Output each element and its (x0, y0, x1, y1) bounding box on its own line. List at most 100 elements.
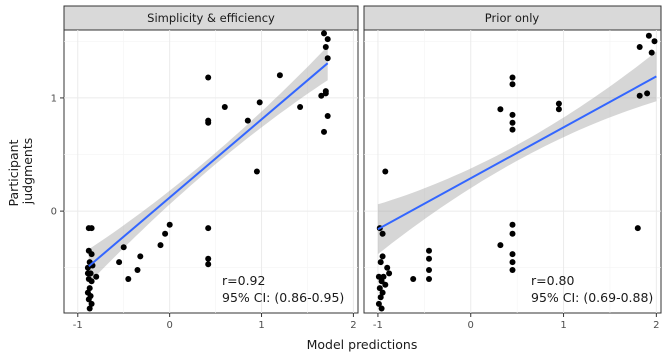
data-point (382, 168, 389, 175)
y-axis-title-line-2: judgments (20, 138, 35, 205)
x-tick-label: 1 (560, 320, 566, 331)
data-point (85, 296, 92, 303)
data-point (321, 30, 327, 37)
data-point (88, 278, 95, 285)
annotation-ci-simplicity-efficiency: 95% CI: (0.86-0.95) (222, 290, 344, 305)
x-ticks-prior-only: -1 0 1 2 (373, 313, 660, 331)
data-point (636, 44, 643, 50)
data-point (86, 305, 93, 312)
x-tick-label: 2 (653, 320, 659, 331)
regression-line (88, 62, 329, 268)
data-point (162, 230, 169, 237)
data-point (379, 230, 386, 237)
data-point (651, 38, 658, 45)
data-point (324, 55, 331, 62)
data-point (377, 294, 384, 301)
data-point (645, 32, 652, 39)
y-axis-title: Participant judgments (6, 136, 35, 207)
data-point (509, 251, 516, 258)
data-point (509, 126, 516, 133)
y-tick-label: 1 (51, 93, 57, 104)
data-point (380, 273, 387, 280)
data-point (509, 111, 516, 118)
data-point (322, 88, 329, 95)
svg-text:Participant judgments: Participant judgments (6, 136, 35, 207)
data-point (253, 168, 260, 175)
x-tick-label: -1 (73, 320, 83, 331)
data-point (324, 36, 331, 43)
data-point (88, 300, 95, 307)
data-point (221, 104, 228, 110)
data-point (157, 242, 164, 249)
annotation-ci-prior-only: 95% CI: (0.69-0.88) (531, 290, 653, 305)
data-point (276, 72, 283, 79)
data-point (205, 74, 212, 81)
data-point (410, 276, 417, 282)
data-point (555, 100, 562, 107)
data-point (205, 261, 212, 268)
annotation-r-simplicity-efficiency: r=0.92 (222, 273, 265, 288)
y-tick-label: 0 (51, 207, 57, 218)
regression-line (377, 75, 657, 231)
data-point (426, 255, 432, 262)
data-point (386, 270, 393, 277)
panel-simplicity-efficiency: Simplicity & efficiency r=0.92 95% CI: (… (63, 5, 359, 331)
data-point (297, 104, 304, 110)
x-tick-label: 1 (258, 320, 264, 331)
data-point (134, 267, 141, 273)
data-point (426, 267, 432, 273)
data-point (379, 253, 386, 260)
x-tick-label: 0 (166, 320, 172, 331)
data-point (166, 221, 173, 228)
data-point (509, 119, 516, 126)
data-point (376, 285, 383, 292)
data-point (636, 92, 643, 99)
data-point (93, 273, 100, 280)
data-point (644, 90, 651, 97)
data-point (375, 273, 382, 280)
data-point (426, 247, 432, 254)
data-point (509, 74, 516, 81)
data-point (379, 289, 386, 296)
x-tick-label: -1 (373, 320, 383, 331)
data-point (137, 253, 144, 260)
data-point (205, 119, 212, 126)
data-point (634, 225, 641, 232)
data-point (377, 259, 384, 266)
y-axis-title-line-1: Participant (6, 139, 21, 206)
panel-prior-only: Prior only r=0.80 95% CI: (0.69-0.88) -1… (363, 5, 662, 331)
data-point (125, 276, 132, 282)
data-point (324, 113, 331, 119)
data-point (86, 285, 93, 292)
data-point (88, 251, 95, 258)
data-point (426, 276, 432, 282)
x-ticks-simplicity-efficiency: -1 0 1 2 (73, 313, 357, 331)
data-point (84, 270, 91, 277)
data-point (509, 81, 516, 88)
data-point (85, 225, 92, 232)
data-point (378, 305, 385, 312)
data-point (384, 264, 391, 271)
data-point (382, 281, 389, 288)
strip-simplicity-efficiency (63, 5, 359, 31)
points-simplicity-efficiency (84, 30, 331, 312)
data-point (555, 106, 562, 113)
data-point (321, 128, 327, 135)
points-prior-only (375, 32, 658, 312)
x-tick-label: 2 (350, 320, 356, 331)
fit-line-prior-only (377, 75, 657, 231)
data-point (509, 230, 516, 237)
data-point (322, 44, 329, 50)
data-point (256, 99, 263, 106)
annotation-r-prior-only: r=0.80 (531, 273, 574, 288)
data-point (509, 267, 516, 273)
data-point (120, 244, 127, 251)
data-point (318, 92, 325, 99)
data-point (116, 259, 123, 266)
strip-title-prior-only: Prior only (485, 11, 540, 25)
data-point (244, 117, 251, 124)
y-axis: 01 (51, 93, 64, 218)
data-point (509, 221, 516, 228)
data-point (509, 259, 516, 266)
